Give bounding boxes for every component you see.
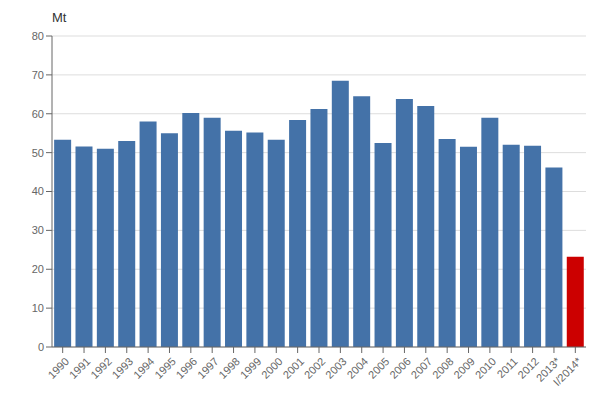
svg-text:1992: 1992 <box>88 355 114 381</box>
svg-text:20: 20 <box>32 263 44 275</box>
svg-text:2006: 2006 <box>387 355 413 381</box>
svg-text:2007: 2007 <box>408 355 434 381</box>
svg-text:70: 70 <box>32 69 44 81</box>
svg-text:2004: 2004 <box>344 355 370 381</box>
svg-text:2005: 2005 <box>366 355 392 381</box>
svg-text:2002: 2002 <box>302 355 328 381</box>
svg-text:2009: 2009 <box>451 355 477 381</box>
svg-text:2000: 2000 <box>259 355 285 381</box>
svg-text:50: 50 <box>32 147 44 159</box>
svg-text:40: 40 <box>32 185 44 197</box>
svg-text:2001: 2001 <box>280 355 306 381</box>
svg-text:30: 30 <box>32 224 44 236</box>
svg-text:80: 80 <box>32 30 44 42</box>
svg-text:60: 60 <box>32 108 44 120</box>
svg-text:1990: 1990 <box>45 355 71 381</box>
svg-text:I/2014*: I/2014* <box>551 354 585 388</box>
svg-text:1991: 1991 <box>67 355 93 381</box>
svg-text:1997: 1997 <box>195 355 221 381</box>
svg-text:1996: 1996 <box>174 355 200 381</box>
svg-text:2013*: 2013* <box>533 355 563 384</box>
svg-text:10: 10 <box>32 302 44 314</box>
svg-text:1994: 1994 <box>131 355 157 381</box>
svg-text:1993: 1993 <box>109 355 135 381</box>
svg-text:2008: 2008 <box>430 355 456 381</box>
svg-text:2012: 2012 <box>515 355 542 381</box>
svg-text:1995: 1995 <box>152 355 178 381</box>
svg-text:1998: 1998 <box>216 355 242 381</box>
svg-text:2011: 2011 <box>495 355 520 380</box>
html-text:Mt: Mt <box>52 10 67 25</box>
svg-text:0: 0 <box>38 341 44 353</box>
svg-text:2003: 2003 <box>323 355 349 381</box>
svg-text:2010: 2010 <box>473 355 499 381</box>
svg-text:1999: 1999 <box>238 355 264 381</box>
